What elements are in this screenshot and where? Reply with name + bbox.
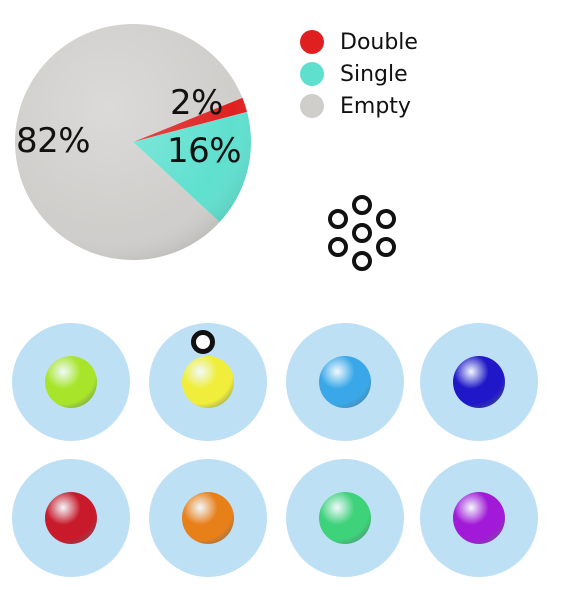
bead [45, 492, 97, 544]
bead [182, 492, 234, 544]
legend-swatch-empty [300, 94, 324, 118]
pie-label-single: 16% [167, 131, 242, 171]
legend-item-double: Double [300, 26, 418, 58]
legend-swatch-double [300, 30, 324, 54]
legend-item-empty: Empty [300, 90, 418, 122]
legend-label-empty: Empty [340, 93, 411, 119]
chart-legend: Double Single Empty [300, 26, 418, 122]
bead [319, 356, 371, 408]
legend-label-double: Double [340, 29, 418, 55]
bead [453, 356, 505, 408]
cell-marker-icon [191, 330, 215, 354]
bead [319, 492, 371, 544]
droplet [420, 323, 538, 441]
droplet [12, 323, 130, 441]
droplet [420, 459, 538, 577]
legend-item-single: Single [300, 58, 418, 90]
bead [453, 492, 505, 544]
pie-label-empty: 82% [16, 121, 91, 161]
pie-shading [15, 24, 251, 260]
droplet [12, 459, 130, 577]
legend-label-single: Single [340, 61, 408, 87]
pie-label-double: 2% [170, 83, 223, 123]
droplet [286, 459, 404, 577]
bead [182, 356, 234, 408]
bead [45, 356, 97, 408]
pie-chart [15, 24, 252, 261]
droplet [286, 323, 404, 441]
droplet [149, 459, 267, 577]
legend-swatch-single [300, 62, 324, 86]
bead-cluster-icon [328, 195, 396, 271]
